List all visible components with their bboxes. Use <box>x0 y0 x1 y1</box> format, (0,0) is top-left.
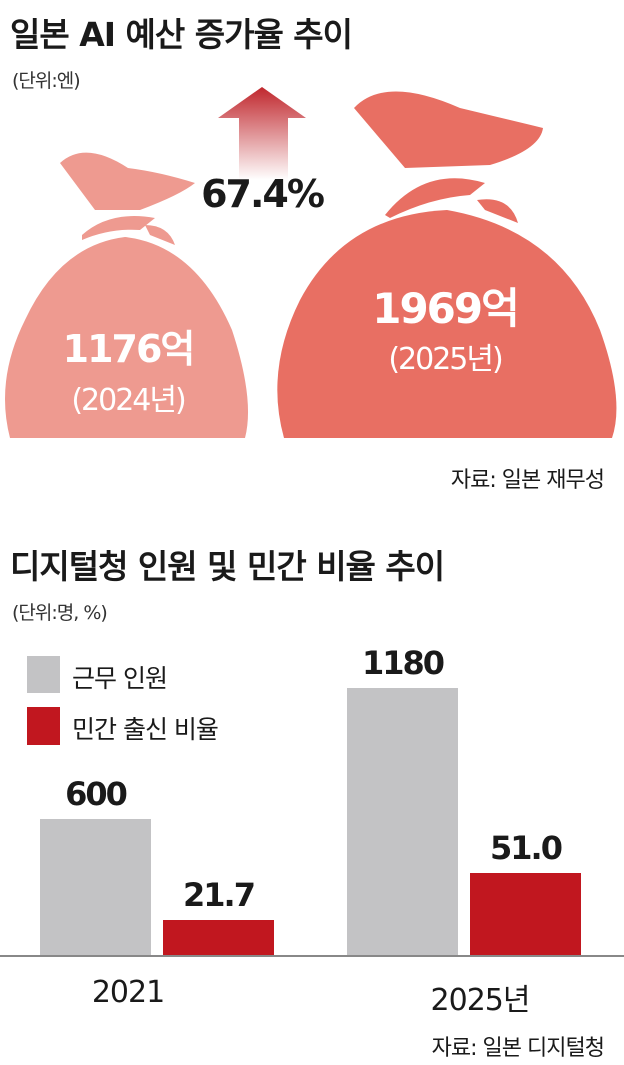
unit-label-budget: (단위:엔) <box>12 70 81 92</box>
budget-pictograph <box>5 87 617 438</box>
x-axis-line <box>0 955 624 957</box>
unit-label-staff: (단위:명, %) <box>12 602 108 624</box>
bar-private-ratio <box>470 873 581 955</box>
money-bag-icon-2025 <box>277 91 617 438</box>
x-tick-label: 2021 <box>91 975 165 1010</box>
x-tick-label: 2025년 <box>430 983 531 1018</box>
bar-value-label: 600 <box>65 775 128 814</box>
chart-title-budget: 일본 AI 예산 증가율 추이 <box>10 15 353 54</box>
bar-value-label: 1180 <box>361 644 445 682</box>
source-staff: 자료: 일본 디지털청 <box>431 1036 605 1061</box>
value-label-2025: 1969억 <box>372 284 520 333</box>
legend-swatch-staff <box>27 656 60 693</box>
bar-private-ratio <box>163 920 274 955</box>
bar-value-label: 51.0 <box>490 829 563 868</box>
growth-label: 67.4% <box>201 172 325 216</box>
bar-value-label: 21.7 <box>183 876 256 915</box>
legend-label-staff: 근무 인원 <box>72 664 168 693</box>
legend-swatch-private-ratio <box>27 707 60 745</box>
year-label-2025: (2025년) <box>388 342 503 377</box>
value-label-2024: 1176억 <box>62 327 196 371</box>
source-budget: 자료: 일본 재무성 <box>450 468 605 493</box>
money-bag-icon-2024 <box>5 152 249 438</box>
bar-staff <box>347 688 458 955</box>
chart-title-staff: 디지털청 인원 및 민간 비율 추이 <box>10 547 445 586</box>
year-label-2024: (2024년) <box>71 383 186 418</box>
bar-staff <box>40 819 151 955</box>
growth-arrow-icon <box>218 87 306 180</box>
legend-label-private-ratio: 민간 출신 비율 <box>72 715 219 744</box>
